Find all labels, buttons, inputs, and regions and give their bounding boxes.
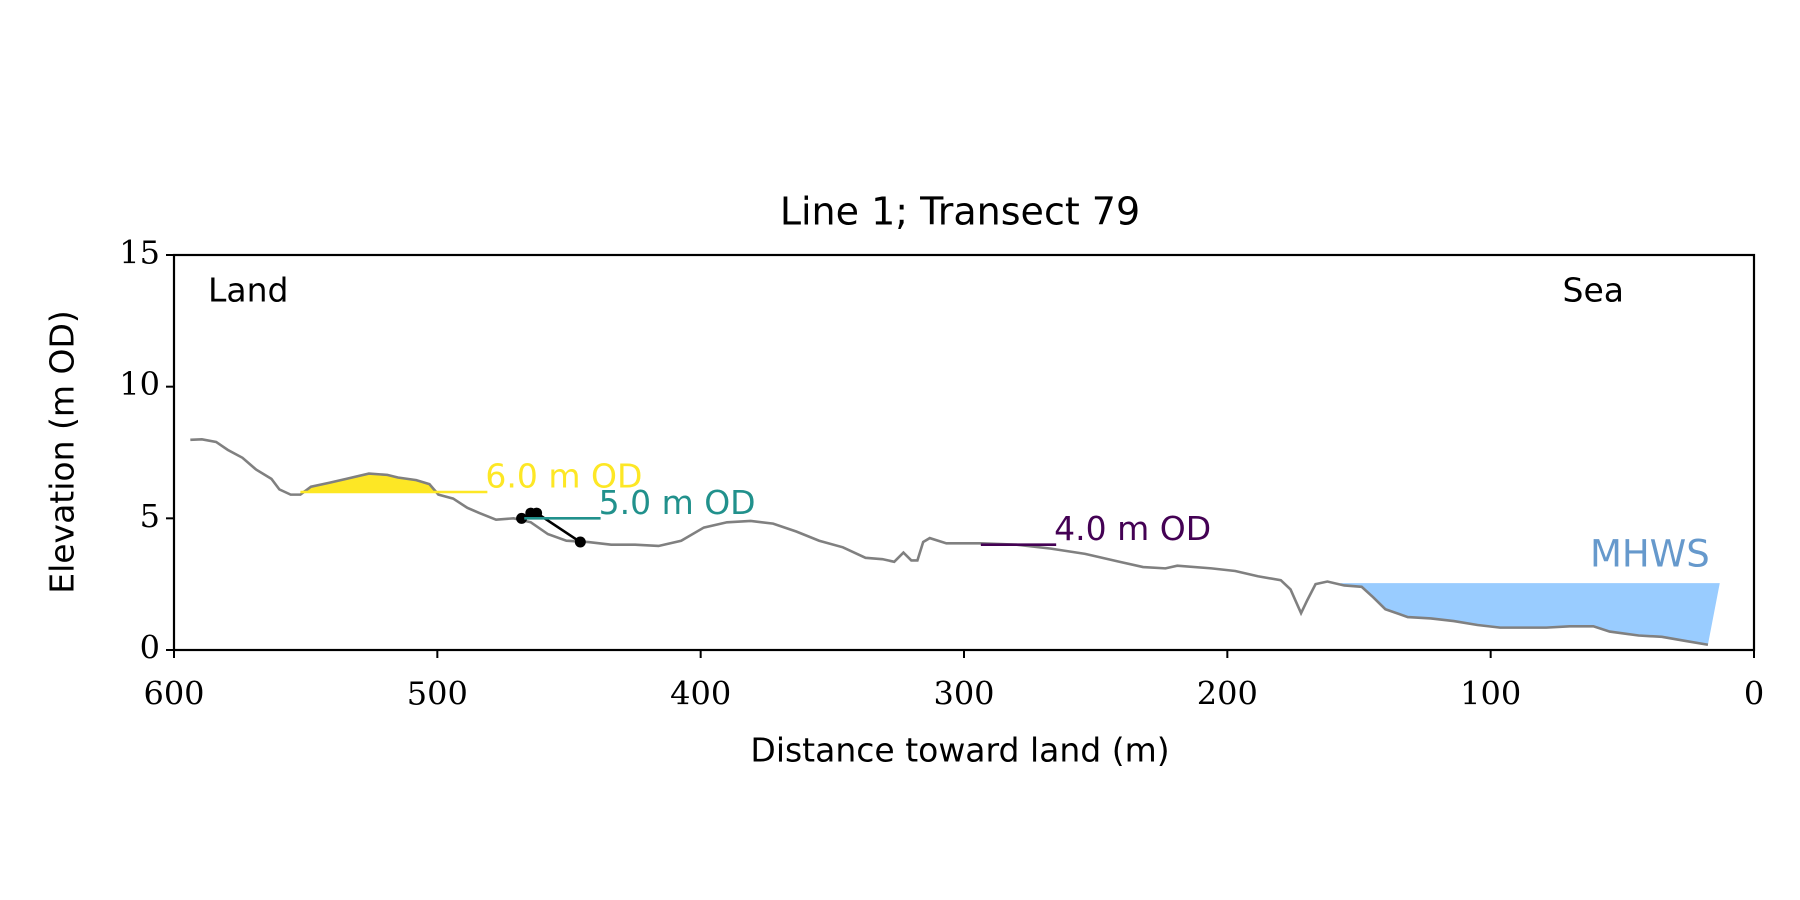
contour-label: 5.0 m OD — [599, 483, 756, 522]
x-tick-label: 200 — [1197, 675, 1258, 713]
contour-fill — [1340, 583, 1720, 645]
y-axis-label: Elevation (m OD) — [43, 310, 82, 594]
x-tick-label: 0 — [1744, 675, 1764, 713]
chart-title: Line 1; Transect 79 — [780, 190, 1140, 234]
x-axis-label: Distance toward land (m) — [750, 731, 1169, 770]
contour-label: 4.0 m OD — [1054, 509, 1211, 548]
contour-label: MHWS — [1590, 533, 1710, 576]
sea-annotation: Sea — [1563, 271, 1624, 310]
x-tick-label: 300 — [933, 675, 994, 713]
y-tick-label: 0 — [140, 629, 160, 667]
marker — [574, 536, 586, 548]
y-tick-label: 5 — [140, 497, 160, 535]
land-annotation: Land — [208, 271, 288, 310]
x-tick-label: 600 — [143, 675, 204, 713]
marker — [516, 512, 528, 524]
x-tick-label: 400 — [670, 675, 731, 713]
profile-line — [190, 438, 1709, 647]
y-tick-label: 10 — [119, 365, 160, 403]
y-tick-label: 15 — [119, 234, 160, 272]
x-tick-label: 100 — [1460, 675, 1521, 713]
x-tick-label: 500 — [407, 675, 468, 713]
contour-fill — [300, 473, 488, 492]
contour-label: 6.0 m OD — [485, 457, 642, 496]
marker — [531, 507, 543, 519]
